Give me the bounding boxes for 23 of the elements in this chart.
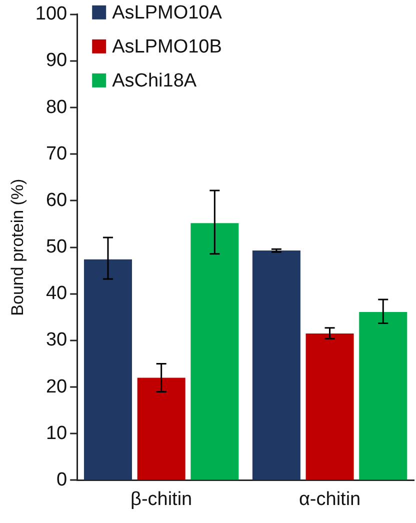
- y-tick-label: 70: [46, 143, 68, 164]
- y-tick-label: 50: [46, 236, 68, 258]
- y-axis-title: Bound protein (%): [8, 178, 27, 316]
- y-tick-label: 10: [46, 422, 68, 444]
- y-tick-label: 20: [46, 376, 68, 398]
- y-tick-label: 100: [35, 4, 68, 25]
- y-tick-label: 30: [46, 330, 68, 351]
- y-tick-label: 80: [46, 96, 68, 118]
- legend-label: AsLPMO10A: [112, 2, 222, 24]
- y-tick-label: 0: [56, 469, 68, 490]
- bar: [190, 223, 239, 480]
- y-tick-label: 60: [46, 190, 68, 211]
- y-tick-label: 40: [46, 283, 68, 304]
- bar: [137, 378, 186, 480]
- legend-label: AsLPMO10B: [112, 36, 222, 58]
- x-tick-label: β-chitin: [130, 488, 192, 510]
- bar: [84, 259, 132, 480]
- y-tick-label: 90: [46, 50, 68, 72]
- x-tick-label: α-chitin: [298, 488, 361, 510]
- bar: [306, 333, 354, 480]
- legend-label: AsChi18A: [112, 70, 197, 92]
- bar: [359, 312, 408, 480]
- bar: [252, 250, 300, 480]
